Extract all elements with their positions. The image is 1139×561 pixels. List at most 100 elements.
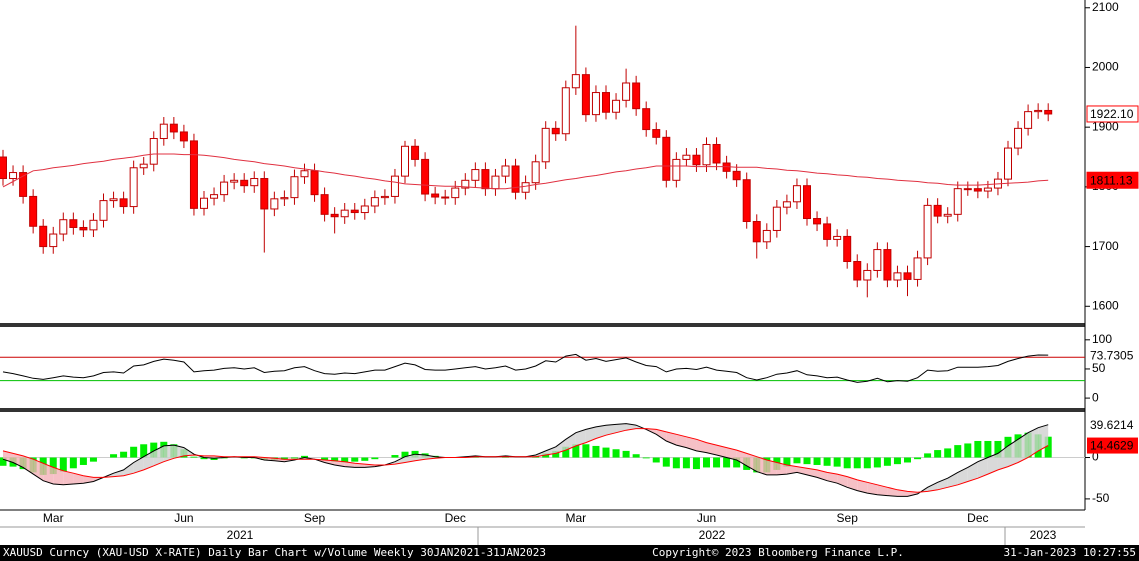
candle-body <box>853 261 862 281</box>
histogram-bar <box>622 450 630 458</box>
panel-divider <box>0 323 1085 327</box>
macd-spread <box>43 463 54 484</box>
histogram-bar <box>552 450 560 458</box>
macd-spread <box>877 484 888 496</box>
macd-spread <box>565 432 576 451</box>
histogram-bar <box>833 457 841 467</box>
macd-spread <box>173 445 184 459</box>
panel-divider <box>0 408 1085 412</box>
year-label: 2022 <box>699 528 726 542</box>
histogram-bar <box>301 455 308 458</box>
candle-body <box>692 154 701 166</box>
candle-body <box>109 198 118 202</box>
macd-spread <box>63 470 74 485</box>
candle-body <box>441 196 450 199</box>
candle-body <box>230 179 239 183</box>
y-tick-label: 1900 <box>1092 119 1119 133</box>
candle-body <box>451 187 460 199</box>
last-value-box <box>1086 105 1139 123</box>
histogram-bar <box>190 456 198 458</box>
histogram-bar <box>713 457 721 468</box>
candle-body <box>652 129 661 138</box>
candle-body <box>471 169 480 181</box>
candle-body <box>240 179 249 187</box>
candle-body <box>1014 127 1023 149</box>
candle-body <box>893 272 902 281</box>
candle-body <box>581 74 590 116</box>
candle-body <box>39 225 48 248</box>
macd-spread <box>867 482 878 495</box>
histogram-bar <box>703 457 710 468</box>
candle-body <box>943 213 952 217</box>
candle-body <box>189 140 198 209</box>
histogram-bar <box>582 444 590 458</box>
macd-spread <box>676 434 687 448</box>
candle-body <box>531 161 540 184</box>
x-tick-label: Dec <box>445 511 466 525</box>
last-value-label: 1811.13 <box>1090 173 1133 187</box>
histogram-bar <box>934 450 942 458</box>
candle-body <box>762 229 771 243</box>
histogram-bar <box>79 457 87 465</box>
histogram-bar <box>612 449 620 458</box>
candle-body <box>823 223 832 240</box>
candle-body <box>863 269 872 281</box>
histogram-bar <box>863 457 871 469</box>
macd-spread <box>716 445 727 458</box>
histogram-bar <box>994 440 1002 458</box>
y-tick-label: 50 <box>1092 361 1106 375</box>
histogram-bar <box>0 457 7 466</box>
histogram-bar <box>572 444 580 458</box>
candle-body <box>963 188 972 191</box>
candle-body <box>742 179 751 223</box>
candle-body <box>380 195 389 199</box>
macd-spread <box>736 450 747 466</box>
histogram-bar <box>733 457 741 468</box>
macd-spread <box>113 469 124 477</box>
y-tick-label: 2100 <box>1092 0 1119 14</box>
macd-spread <box>133 456 144 474</box>
candle-body <box>501 165 510 177</box>
candle-body <box>290 176 299 199</box>
histogram-bar <box>371 457 379 460</box>
candle-body <box>662 136 671 181</box>
candle-body <box>913 257 922 280</box>
last-value-box <box>1087 416 1138 433</box>
macd-spread <box>1038 424 1049 451</box>
y-tick-label: -50 <box>1092 491 1110 505</box>
candle-body <box>390 175 399 197</box>
candle-body <box>672 158 681 181</box>
histogram-bar <box>642 457 650 459</box>
candle-body <box>803 185 811 220</box>
histogram-bar <box>843 457 851 469</box>
histogram-bar <box>672 457 680 469</box>
histogram-bar <box>59 457 67 472</box>
macd-spread <box>756 456 767 475</box>
candle-body <box>1024 111 1033 129</box>
histogram-bar <box>321 457 329 460</box>
macd-spread <box>857 479 868 494</box>
candle-body <box>179 131 188 142</box>
candle-body <box>752 221 761 243</box>
footer-center: Copyright© 2023 Bloomberg Finance L.P. <box>652 546 904 559</box>
histogram-bar <box>592 445 600 458</box>
candle-body <box>270 198 279 210</box>
candle-body <box>571 74 580 89</box>
histogram-bar <box>130 446 138 458</box>
footer-left: XAUUSD Curncy (XAU-USD X-RATE) Daily Bar… <box>3 546 546 559</box>
candle-body <box>69 219 78 228</box>
histogram-bar <box>783 457 791 467</box>
candle-body <box>551 127 560 135</box>
histogram-bar <box>682 457 690 469</box>
macd-spread <box>606 424 617 436</box>
candle-body <box>119 198 128 208</box>
last-value-box <box>1086 171 1139 189</box>
candle-body <box>622 82 631 101</box>
candle-body <box>1034 109 1043 113</box>
y-tick-label: 0 <box>1092 450 1099 464</box>
candle-body <box>370 197 379 207</box>
macd-spread <box>947 472 958 488</box>
last-value-label: 39.6214 <box>1090 418 1134 432</box>
histogram-bar <box>1044 436 1052 458</box>
